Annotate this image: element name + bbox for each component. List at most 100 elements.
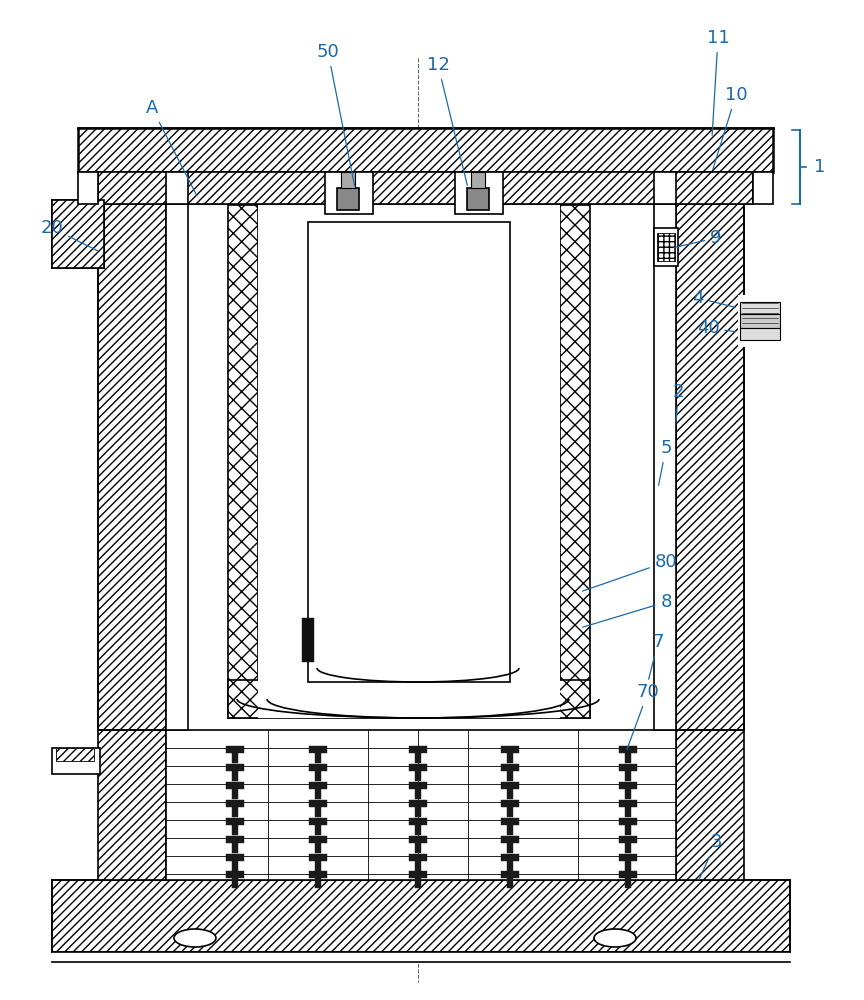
Bar bbox=[166, 200, 188, 730]
Bar bbox=[507, 771, 513, 781]
Bar bbox=[232, 807, 238, 817]
Bar bbox=[309, 818, 327, 825]
Bar bbox=[98, 730, 166, 880]
Bar bbox=[315, 825, 321, 835]
Bar bbox=[409, 782, 427, 789]
Bar bbox=[309, 746, 327, 753]
Bar bbox=[753, 172, 773, 204]
Bar bbox=[625, 753, 631, 763]
Bar bbox=[56, 748, 94, 761]
Bar bbox=[625, 861, 631, 871]
Bar bbox=[228, 680, 590, 718]
Bar bbox=[507, 807, 513, 817]
Ellipse shape bbox=[594, 929, 636, 947]
Text: 8: 8 bbox=[582, 593, 671, 627]
Bar bbox=[315, 753, 321, 763]
Text: 9: 9 bbox=[675, 229, 721, 247]
Bar bbox=[507, 878, 513, 888]
Bar bbox=[501, 871, 519, 878]
Bar bbox=[309, 782, 327, 789]
Bar bbox=[415, 861, 421, 871]
Bar bbox=[309, 836, 327, 843]
Bar bbox=[657, 233, 675, 261]
Bar bbox=[52, 952, 790, 962]
Bar bbox=[510, 222, 560, 682]
Bar bbox=[226, 836, 244, 843]
Bar bbox=[619, 782, 637, 789]
Bar bbox=[415, 771, 421, 781]
Bar bbox=[232, 878, 238, 888]
Bar bbox=[78, 172, 98, 204]
Bar bbox=[315, 861, 321, 871]
Bar bbox=[455, 172, 503, 214]
Bar bbox=[619, 818, 637, 825]
Bar bbox=[619, 871, 637, 878]
Text: A: A bbox=[146, 99, 197, 196]
Bar bbox=[232, 753, 238, 763]
Bar bbox=[258, 222, 308, 682]
Bar bbox=[302, 618, 314, 662]
Text: 20: 20 bbox=[41, 219, 98, 251]
Bar bbox=[232, 789, 238, 799]
Bar bbox=[315, 789, 321, 799]
Bar bbox=[625, 825, 631, 835]
Bar bbox=[625, 789, 631, 799]
Bar bbox=[232, 825, 238, 835]
Text: 1: 1 bbox=[814, 158, 825, 176]
Bar bbox=[740, 302, 780, 314]
Bar bbox=[226, 800, 244, 807]
Bar bbox=[654, 200, 676, 730]
Text: 3: 3 bbox=[699, 833, 721, 879]
Text: 11: 11 bbox=[707, 29, 729, 135]
Bar bbox=[232, 843, 238, 853]
Bar bbox=[309, 854, 327, 861]
Bar bbox=[619, 836, 637, 843]
Bar bbox=[78, 128, 773, 172]
Bar bbox=[315, 878, 321, 888]
Bar bbox=[415, 807, 421, 817]
Bar bbox=[258, 205, 560, 718]
Bar bbox=[52, 200, 104, 268]
Bar bbox=[619, 746, 637, 753]
Bar bbox=[409, 854, 427, 861]
Text: 5: 5 bbox=[658, 439, 671, 485]
Bar bbox=[226, 746, 244, 753]
Bar bbox=[341, 172, 355, 188]
Bar bbox=[98, 172, 753, 204]
Text: 7: 7 bbox=[649, 633, 664, 679]
Bar bbox=[226, 818, 244, 825]
Bar bbox=[625, 843, 631, 853]
Bar bbox=[740, 328, 780, 340]
Bar bbox=[409, 764, 427, 771]
Text: 2: 2 bbox=[672, 383, 683, 422]
Bar bbox=[507, 861, 513, 871]
Text: 50: 50 bbox=[316, 43, 354, 185]
Bar bbox=[415, 753, 421, 763]
Bar bbox=[467, 188, 489, 210]
Text: 40: 40 bbox=[696, 319, 735, 337]
Bar bbox=[471, 172, 485, 188]
Bar bbox=[325, 172, 373, 214]
Bar bbox=[315, 771, 321, 781]
Bar bbox=[228, 205, 258, 718]
Bar bbox=[415, 843, 421, 853]
Text: 70: 70 bbox=[627, 683, 659, 749]
Bar bbox=[226, 871, 244, 878]
Bar bbox=[619, 800, 637, 807]
Bar bbox=[676, 200, 744, 730]
Bar bbox=[226, 764, 244, 771]
Bar bbox=[409, 818, 427, 825]
Bar bbox=[166, 730, 676, 880]
Ellipse shape bbox=[174, 929, 216, 947]
Text: 12: 12 bbox=[427, 56, 467, 185]
Bar bbox=[226, 854, 244, 861]
Bar bbox=[409, 871, 427, 878]
Bar bbox=[98, 200, 166, 730]
Bar bbox=[625, 807, 631, 817]
Bar bbox=[166, 172, 188, 204]
Bar bbox=[740, 314, 780, 328]
Bar bbox=[337, 188, 359, 210]
Bar bbox=[507, 843, 513, 853]
Bar bbox=[409, 800, 427, 807]
Bar bbox=[501, 854, 519, 861]
